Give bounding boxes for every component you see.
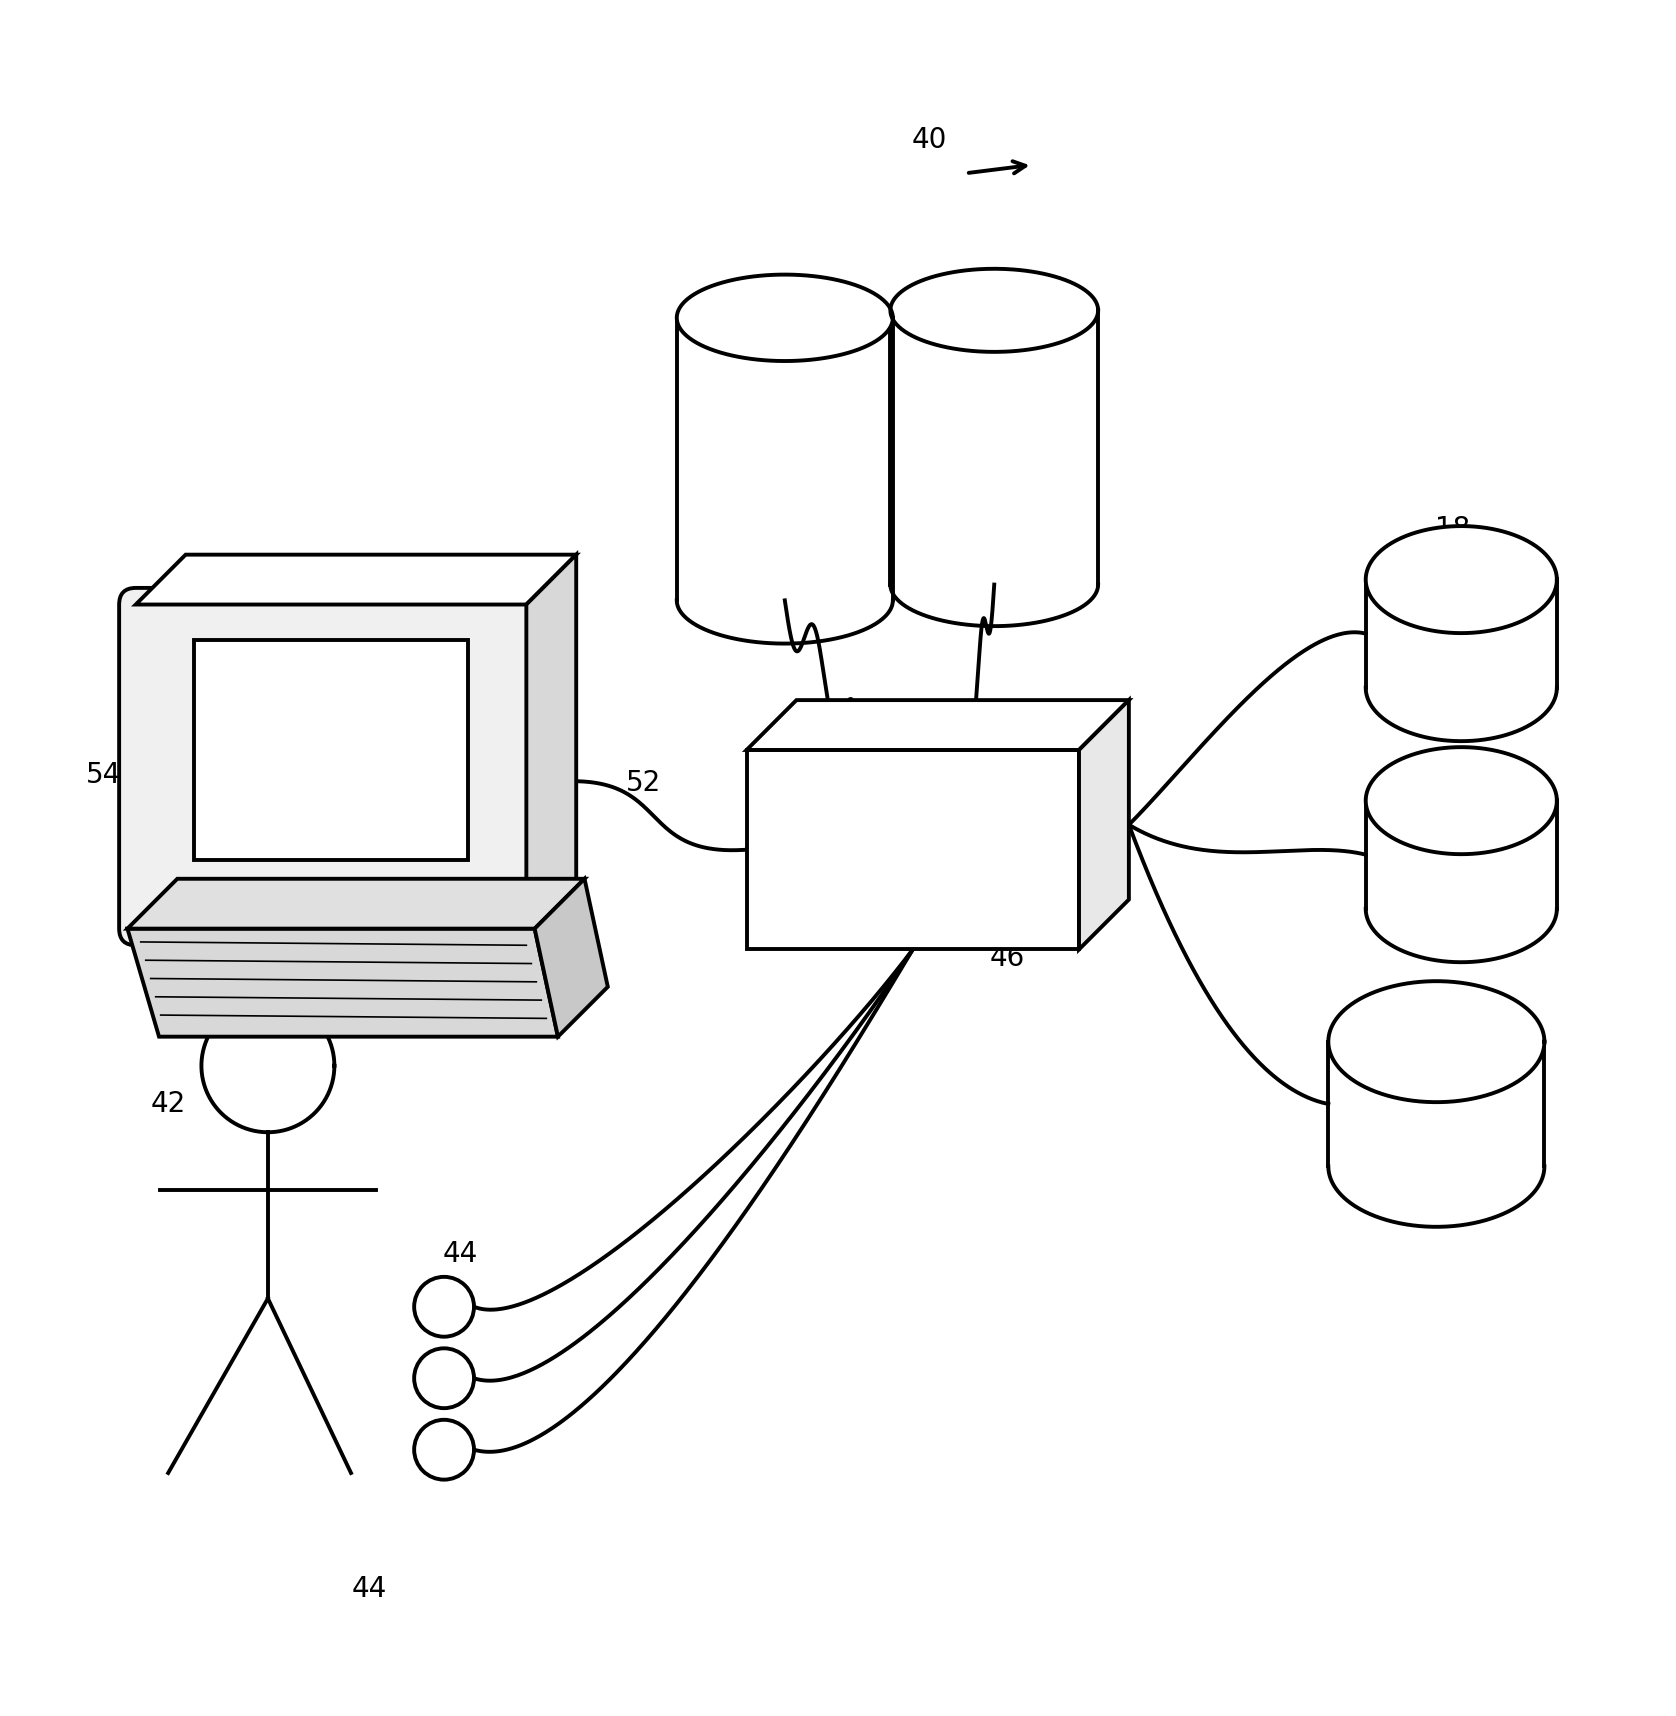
Text: 44: 44 — [442, 1239, 478, 1268]
Polygon shape — [1366, 580, 1557, 688]
Circle shape — [414, 1349, 474, 1409]
Polygon shape — [890, 269, 1098, 352]
Text: 54: 54 — [85, 760, 121, 789]
Text: 26: 26 — [1420, 760, 1456, 789]
Text: 52: 52 — [625, 769, 660, 798]
Polygon shape — [1079, 700, 1130, 949]
Circle shape — [414, 1419, 474, 1479]
Polygon shape — [1329, 982, 1544, 1102]
Polygon shape — [127, 879, 585, 928]
Polygon shape — [535, 879, 608, 1036]
Text: 44: 44 — [352, 1575, 387, 1603]
Polygon shape — [526, 554, 577, 928]
Polygon shape — [677, 275, 893, 360]
Polygon shape — [1366, 746, 1557, 855]
Polygon shape — [1329, 1042, 1544, 1167]
Polygon shape — [677, 317, 893, 601]
Polygon shape — [1366, 527, 1557, 633]
Text: 42: 42 — [151, 1090, 186, 1119]
Text: 40: 40 — [912, 125, 947, 154]
Text: 18: 18 — [1435, 515, 1470, 542]
Polygon shape — [127, 928, 558, 1036]
Text: 32: 32 — [1399, 1006, 1435, 1033]
Text: 50: 50 — [402, 595, 437, 623]
FancyBboxPatch shape — [119, 589, 543, 946]
Text: 47: 47 — [729, 307, 764, 335]
Polygon shape — [890, 311, 1098, 585]
Bar — [194, 640, 468, 860]
Polygon shape — [746, 750, 1079, 949]
Polygon shape — [136, 554, 577, 604]
Polygon shape — [1366, 801, 1557, 909]
Circle shape — [414, 1277, 474, 1337]
Text: 48: 48 — [940, 295, 975, 324]
Polygon shape — [746, 700, 1130, 750]
Text: 46: 46 — [991, 944, 1026, 971]
